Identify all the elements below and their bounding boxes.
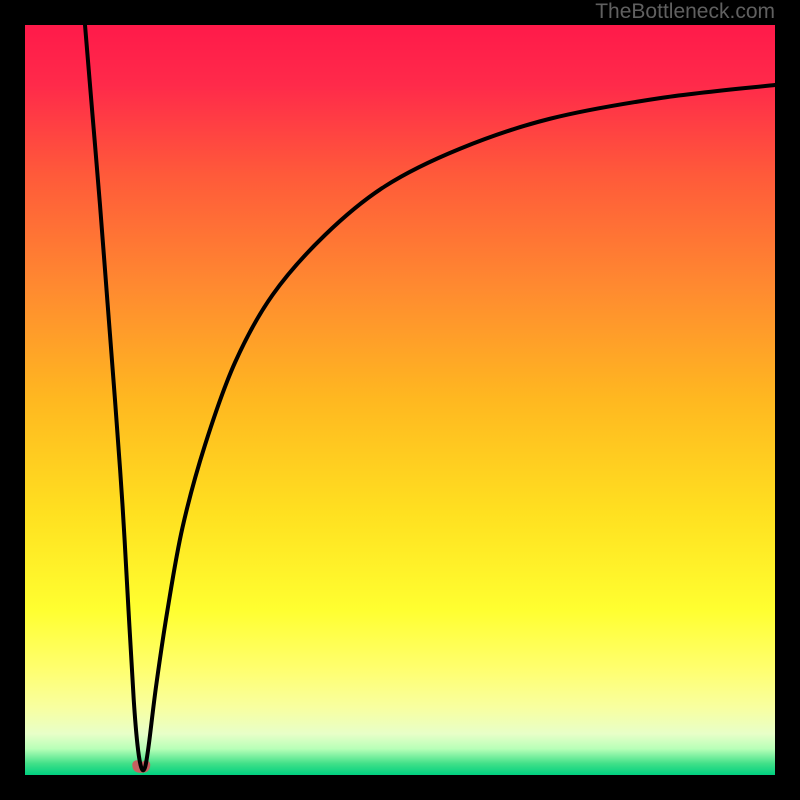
bottleneck-chart	[0, 0, 800, 800]
plot-background	[25, 25, 775, 775]
chart-container: TheBottleneck.com	[0, 0, 800, 800]
watermark-label: TheBottleneck.com	[595, 0, 775, 24]
